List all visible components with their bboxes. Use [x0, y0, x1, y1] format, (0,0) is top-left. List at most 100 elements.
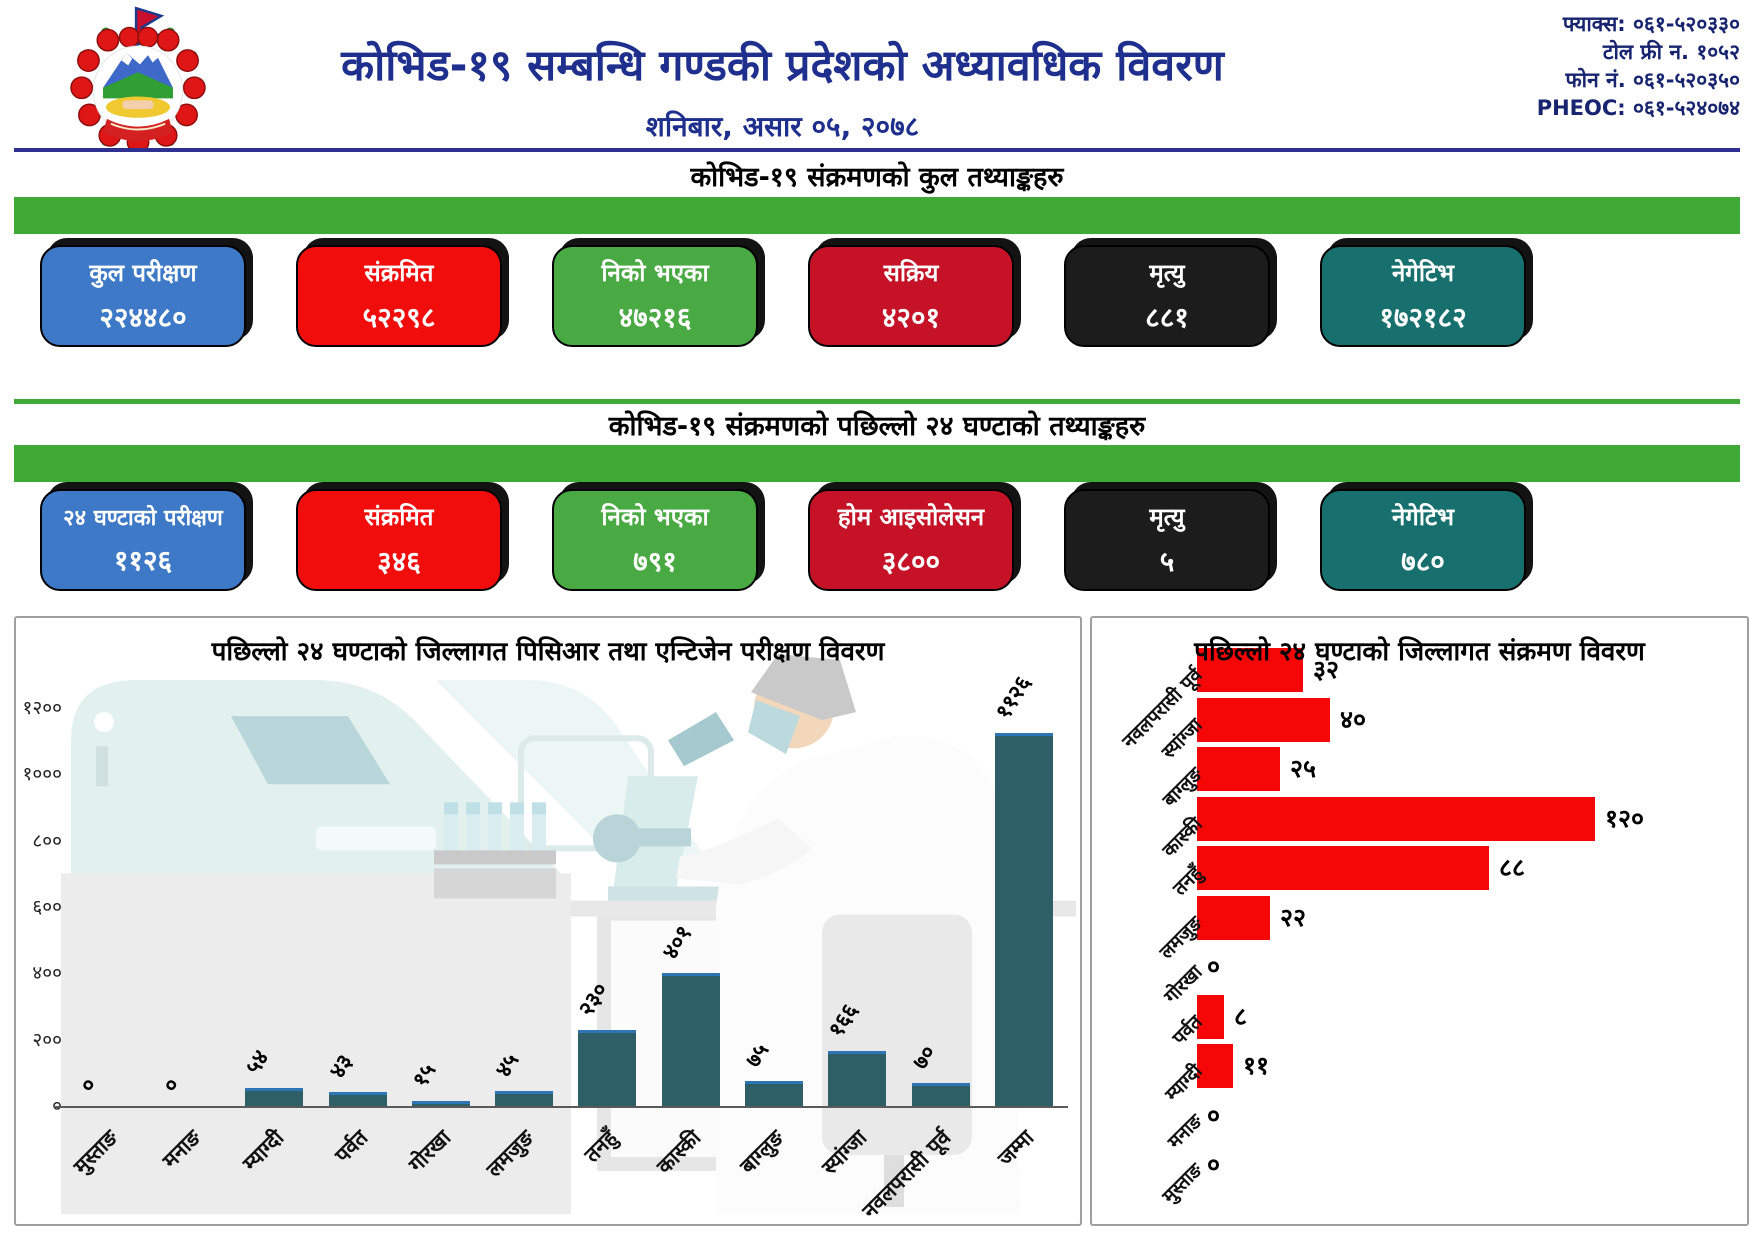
nepal-emblem-logo	[70, 6, 206, 152]
stat-card-value: १७२१८२	[1379, 301, 1467, 334]
y-tick-label: १२००	[22, 697, 62, 719]
bar-10	[912, 1083, 970, 1106]
stat-card-label: मृत्यु	[1149, 259, 1185, 287]
stat-card-value: ४७२१६	[618, 301, 692, 334]
hbar-3	[1197, 797, 1595, 841]
y-tick-label: २००	[32, 1028, 62, 1051]
bar-9	[828, 1051, 886, 1106]
stat-card-value: ११२६	[113, 543, 173, 577]
total-stats-cards: कुल परीक्षण २२४४८० संक्रमित ५२२९८ निको भ…	[40, 245, 1526, 349]
hbar-5	[1197, 896, 1270, 940]
hbar-4	[1197, 846, 1489, 890]
hbar-value-label: ०	[1207, 1101, 1221, 1130]
stat-card-label: नेगेटिभ	[1391, 259, 1455, 287]
stat-card-value: ५२२९८	[362, 301, 436, 334]
hbar-value-label: ०	[1207, 1150, 1221, 1179]
bar-4	[412, 1101, 470, 1106]
microscope-icon	[593, 712, 738, 901]
stat-card-value: ७८०	[1401, 545, 1445, 578]
y-tick-label: ६००	[32, 896, 62, 918]
right-chart-title: पछिल्लो २४ घण्टाको जिल्लागत संक्रमण विवर…	[1194, 637, 1645, 667]
stat-card-label: नेगेटिभ	[1391, 503, 1455, 531]
stat-card-value: ३४६	[377, 545, 421, 578]
section2-top-rule	[14, 399, 1740, 404]
bar-value-label: ७५	[741, 1039, 775, 1072]
section1-title: कोभिड-१९ संक्रमणको कुल तथ्याङ्कहरु	[690, 162, 1064, 193]
y-tick-label: १०००	[22, 763, 62, 786]
stat-card-24h-negative: नेगेटिभ ७८०	[1320, 489, 1526, 591]
bar-7	[662, 973, 720, 1106]
infections-chart-panel: पछिल्लो २४ घण्टाको जिल्लागत संक्रमण विवर…	[1090, 616, 1749, 1226]
hbar-value-label: ११	[1243, 1051, 1270, 1080]
header-divider	[14, 148, 1740, 152]
stat-card-label: निको भएका	[601, 503, 709, 531]
stat-card-24h-infected: संक्रमित ३४६	[296, 489, 502, 591]
page-title: कोभिड-१९ सम्बन्धि गण्डकी प्रदेशको अध्याव…	[341, 41, 1224, 91]
section2-banner	[14, 445, 1740, 482]
stat-card-label: सक्रिय	[883, 259, 939, 287]
stat-card-value: २२४४८०	[99, 301, 187, 334]
tests-bar-chart: ०२००४००६००८००१०००१२०००मुस्ताङ०मनाङ५४म्या…	[16, 618, 1080, 1224]
daily-stats-cards: २४ घण्टाको परीक्षण ११२६ संक्रमित ३४६ निक…	[40, 489, 1526, 593]
hbar-1	[1197, 698, 1330, 742]
bar-value-label: २३०	[574, 978, 614, 1021]
hbar-value-label: ८	[1234, 1002, 1248, 1031]
stat-card-deaths: मृत्यु ८८१	[1064, 245, 1270, 347]
hbar-2	[1197, 747, 1280, 791]
bar-2	[245, 1088, 303, 1106]
stat-card-active: सक्रिय ४२०१	[808, 245, 1014, 347]
phone-number: फोन नं. ०६१-५२०३५०	[1565, 68, 1740, 92]
stat-card-label: निको भएका	[601, 259, 709, 287]
report-date: शनिबार, असार ०५, २०७८	[645, 110, 920, 143]
bar-value-label: १६६	[824, 999, 864, 1042]
stat-card-home-isolation: होम आइसोलेसन ३८००	[808, 489, 1014, 591]
tollfree-number: टोल फ्री न. १०५२	[1602, 40, 1740, 64]
stat-card-value: ७९१	[633, 545, 677, 578]
hbar-value-label: ८८	[1499, 853, 1526, 882]
tests-chart-panel: पछिल्लो २४ घण्टाको जिल्लागत पिसिआर तथा ए…	[14, 616, 1082, 1226]
stat-card-label: संक्रमित	[364, 259, 434, 287]
stat-card-value: ३८००	[881, 545, 941, 578]
hbar-value-label: ३२	[1313, 655, 1340, 684]
stat-card-label: मृत्यु	[1149, 503, 1185, 531]
x-axis-line	[54, 1106, 1068, 1108]
bar-value-label: ७०	[908, 1041, 942, 1074]
bar-value-label: ०	[158, 1073, 186, 1097]
bar-8	[745, 1081, 803, 1106]
stat-card-infected: संक्रमित ५२२९८	[296, 245, 502, 347]
hbar-0	[1197, 648, 1303, 692]
stat-card-negative: नेगेटिभ १७२१८२	[1320, 245, 1526, 347]
bar-11	[995, 733, 1053, 1106]
pheoc-number: PHEOC: ०६१-५२४०७४	[1536, 96, 1740, 120]
emblem-core-icon	[92, 45, 184, 142]
hbar-7	[1197, 995, 1224, 1039]
stat-card-24h-tests: २४ घण्टाको परीक्षण ११२६	[40, 489, 246, 591]
test-tubes-icon	[434, 802, 556, 899]
bar-5	[495, 1091, 553, 1106]
bar-6	[578, 1030, 636, 1106]
y-tick-label: ४००	[32, 962, 62, 985]
section2-title: कोभिड-१९ संक्रमणको पछिल्लो २४ घण्टाको तथ…	[608, 411, 1146, 442]
stat-card-24h-recovered: निको भएका ७९१	[552, 489, 758, 591]
stat-card-value: ८८१	[1145, 301, 1189, 334]
bar-value-label: ४३	[325, 1050, 359, 1083]
header-title-block: कोभिड-१९ सम्बन्धि गण्डकी प्रदेशको अध्याव…	[185, 34, 1380, 145]
stat-card-value: ४२०१	[881, 301, 941, 334]
hbar-value-label: १२०	[1605, 804, 1645, 833]
hbar-value-label: २५	[1290, 754, 1317, 783]
bar-value-label: १५	[408, 1059, 442, 1092]
hbar-value-label: २२	[1280, 903, 1307, 932]
hbar-value-label: ०	[1207, 952, 1221, 981]
stat-card-label: संक्रमित	[364, 503, 434, 531]
stat-card-total-tests: कुल परीक्षण २२४४८०	[40, 245, 246, 347]
hbar-8	[1197, 1044, 1233, 1088]
fax-number: फ्याक्स: ०६१-५२०३३०	[1562, 12, 1740, 36]
bar-value-label: ०	[75, 1073, 103, 1097]
hbar-value-label: ४०	[1340, 705, 1367, 734]
stat-card-24h-deaths: मृत्यु ५	[1064, 489, 1270, 591]
y-tick-label: ८००	[32, 829, 62, 852]
bar-value-label: ११२६	[991, 671, 1037, 724]
bar-value-label: ४५	[491, 1049, 525, 1082]
stat-card-value: ५	[1159, 545, 1175, 578]
